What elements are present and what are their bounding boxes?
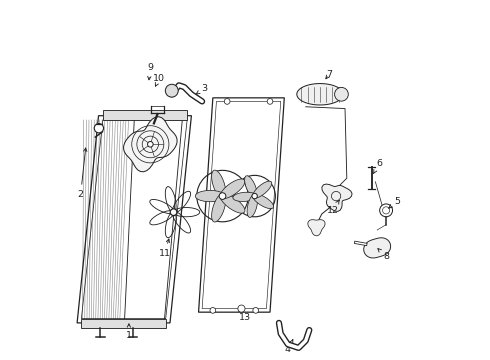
Polygon shape [123,117,177,172]
Text: 13: 13 [238,307,251,322]
Polygon shape [196,190,225,202]
Text: 3: 3 [196,84,207,94]
Polygon shape [103,111,187,120]
Circle shape [380,204,392,217]
Circle shape [94,123,103,133]
Polygon shape [81,319,166,328]
Text: 12: 12 [326,201,339,215]
Polygon shape [364,238,391,258]
Circle shape [147,141,153,147]
Text: 9: 9 [147,63,153,80]
Polygon shape [198,98,284,312]
Circle shape [238,305,245,312]
Text: 11: 11 [159,239,171,258]
Polygon shape [253,181,272,198]
Polygon shape [322,184,352,211]
Circle shape [252,193,257,199]
Polygon shape [233,192,257,202]
Polygon shape [220,179,245,199]
Circle shape [335,87,348,101]
Polygon shape [220,194,245,213]
Polygon shape [212,194,226,222]
Text: 2: 2 [78,148,87,199]
Circle shape [170,209,177,216]
Circle shape [165,84,178,97]
Circle shape [210,307,216,313]
Text: 6: 6 [373,159,382,174]
Text: 7: 7 [326,70,332,79]
Circle shape [219,193,226,199]
Circle shape [267,99,273,104]
Polygon shape [245,176,257,198]
Polygon shape [212,170,226,199]
Polygon shape [297,84,343,105]
Polygon shape [77,116,192,323]
Text: 5: 5 [389,197,400,208]
Text: 8: 8 [378,248,389,261]
Polygon shape [247,194,258,217]
Circle shape [224,99,230,104]
Text: 1: 1 [126,324,132,340]
Polygon shape [308,220,325,236]
Text: 10: 10 [153,74,165,86]
Text: 4: 4 [285,340,293,354]
Polygon shape [253,194,273,209]
Circle shape [253,307,259,313]
